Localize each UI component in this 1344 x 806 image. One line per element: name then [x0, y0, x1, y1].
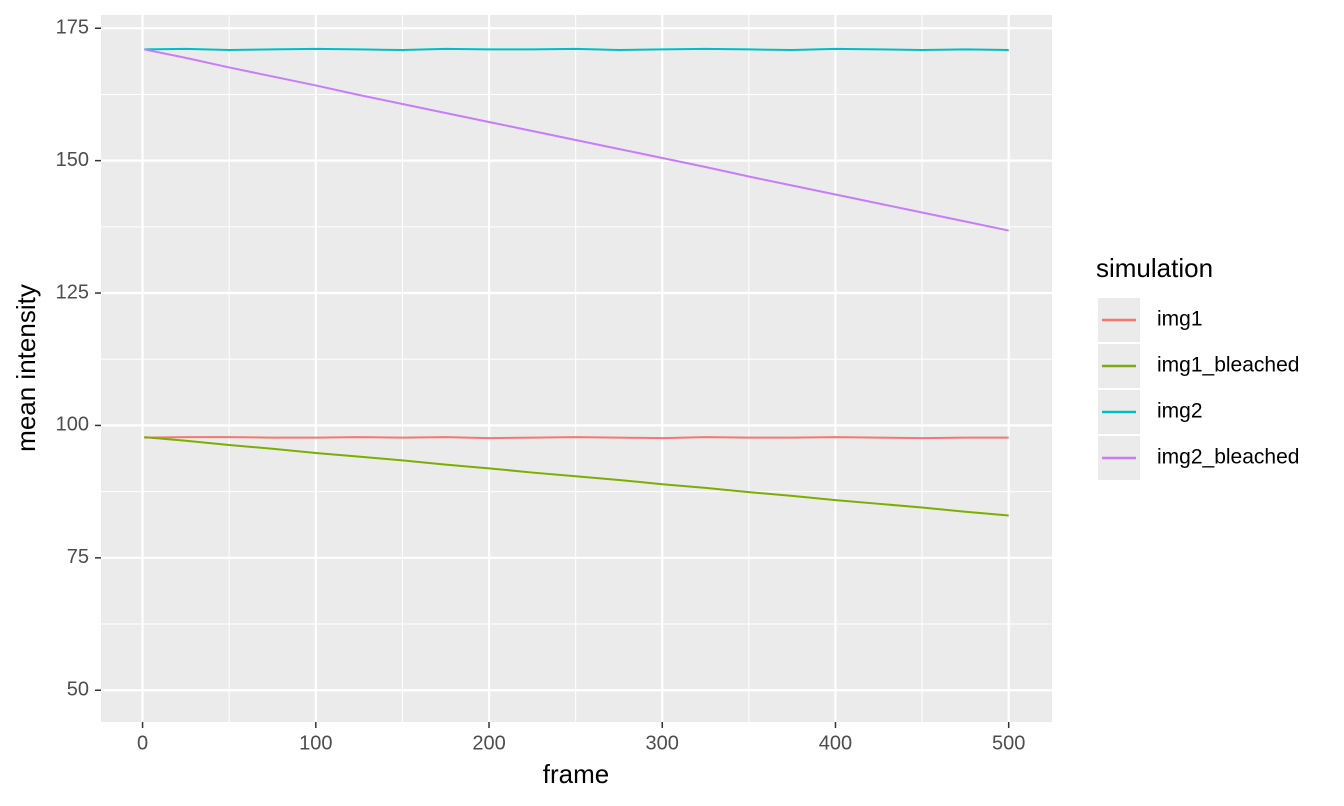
- y-tick-label: 175: [56, 17, 89, 39]
- x-tick-label: 500: [992, 732, 1025, 754]
- y-tick-label: 75: [67, 546, 89, 568]
- legend-label: img2: [1157, 400, 1203, 423]
- series-line: [144, 436, 1009, 517]
- x-tick-label: 100: [299, 732, 332, 754]
- x-tick-label: 400: [819, 732, 852, 754]
- legend-label: img1_bleached: [1157, 354, 1299, 377]
- y-tick-label: 150: [56, 149, 89, 171]
- legend-label: img2_bleached: [1157, 446, 1299, 469]
- y-axis-label: mean intensity: [11, 284, 41, 452]
- x-axis-label: frame: [543, 759, 609, 789]
- legend-label: img1: [1157, 308, 1203, 331]
- x-tick-label: 300: [646, 732, 679, 754]
- series-line: [144, 436, 1009, 440]
- series-line: [144, 48, 1009, 232]
- y-tick-label: 125: [56, 281, 89, 303]
- y-tick-label: 100: [56, 414, 89, 436]
- x-tick-label: 0: [137, 732, 148, 754]
- y-tick-label: 50: [67, 679, 89, 701]
- x-tick-label: 200: [472, 732, 505, 754]
- series-line: [144, 47, 1009, 51]
- legend-title: simulation: [1096, 253, 1213, 283]
- panel: [101, 15, 1052, 722]
